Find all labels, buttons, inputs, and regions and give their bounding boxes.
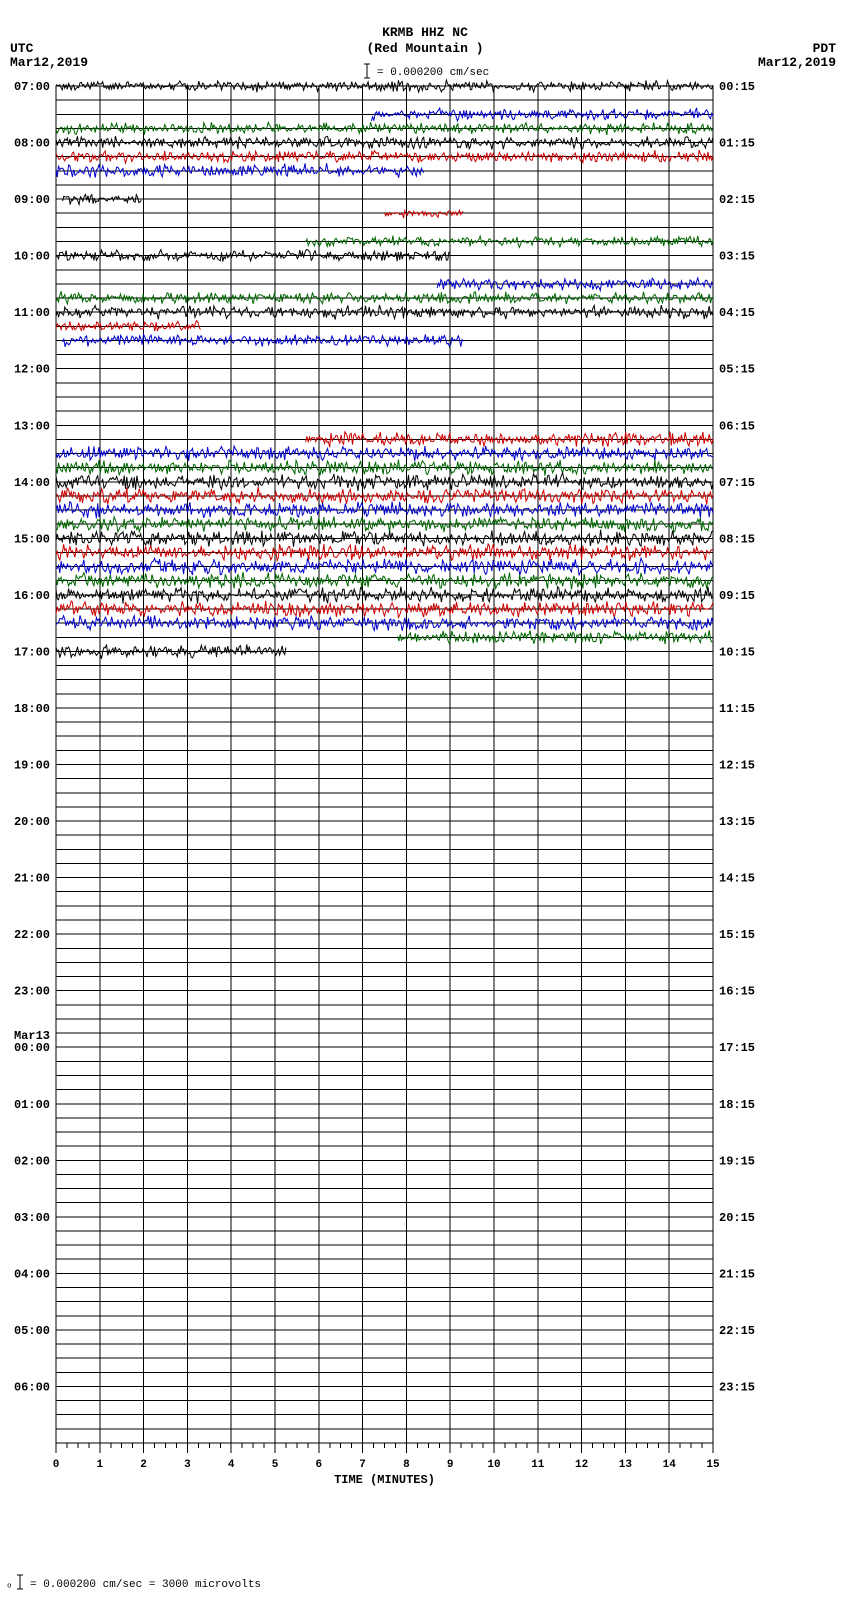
x-tick-label: 14 [663,1459,677,1471]
x-tick-label: 2 [140,1459,147,1471]
footer-line: = 0.000200 cm/sec = 3000 microvolts [30,1579,261,1591]
right-hour-label: 00:15 [719,80,755,94]
left-hour-label: 21:00 [14,872,50,886]
right-hour-label: 02:15 [719,193,755,207]
x-tick-label: 0 [53,1459,60,1471]
x-tick-label: 4 [228,1459,235,1471]
x-tick-label: 11 [531,1459,545,1471]
left-hour-label: 23:00 [14,985,50,999]
x-tick-label: 6 [315,1459,322,1471]
right-hour-label: 17:15 [719,1041,755,1055]
x-tick-label: 15 [706,1459,720,1471]
left-hour-label: 12:00 [14,363,50,377]
left-hour-label: 09:00 [14,193,50,207]
left-date: Mar12,2019 [10,55,88,70]
scale-line: = 0.000200 cm/sec [377,67,489,79]
right-hour-label: 07:15 [719,476,755,490]
right-hour-label: 06:15 [719,419,755,433]
right-hour-label: 10:15 [719,645,755,659]
left-hour-label: 20:00 [14,815,50,829]
left-hour-label: 22:00 [14,928,50,942]
left-hour-label: 00:00 [14,1041,50,1055]
seismic-trace [56,516,713,533]
x-tick-label: 10 [487,1459,500,1471]
right-hour-label: 04:15 [719,306,755,320]
x-tick-label: 9 [447,1459,454,1471]
right-hour-label: 19:15 [719,1154,755,1168]
seismic-trace [385,210,464,218]
left-hour-label: 11:00 [14,306,50,320]
x-axis-label: TIME (MINUTES) [334,1473,435,1487]
x-tick-label: 1 [96,1459,103,1471]
x-tick-label: 8 [403,1459,410,1471]
seismic-trace [398,630,713,644]
left-hour-label: 19:00 [14,759,50,773]
x-tick-label: 5 [272,1459,279,1471]
x-tick-label: 7 [359,1459,366,1471]
left-hour-label: 06:00 [14,1380,50,1394]
right-hour-label: 08:15 [719,532,755,546]
right-hour-label: 16:15 [719,985,755,999]
left-hour-label: 04:00 [14,1267,50,1281]
left-hour-label: 03:00 [14,1211,50,1225]
left-hour-label: 14:00 [14,476,50,490]
left-hour-label: 13:00 [14,419,50,433]
left-hour-label: 15:00 [14,532,50,546]
right-hour-label: 23:15 [719,1380,755,1394]
right-hour-label: 01:15 [719,137,755,151]
right-hour-label: 21:15 [719,1267,755,1281]
left-hour-label: 18:00 [14,702,50,716]
left-hour-label: 10:00 [14,250,50,264]
right-tz: PDT [813,41,837,56]
left-hour-label: 07:00 [14,80,50,94]
right-hour-label: 22:15 [719,1324,755,1338]
right-hour-label: 09:15 [719,589,755,603]
x-tick-label: 12 [575,1459,588,1471]
right-hour-label: 13:15 [719,815,755,829]
x-tick-label: 13 [619,1459,633,1471]
left-tz: UTC [10,41,34,56]
right-hour-label: 15:15 [719,928,755,942]
right-date: Mar12,2019 [758,55,836,70]
station-line: KRMB HHZ NC [382,25,468,40]
left-hour-label: 08:00 [14,137,50,151]
left-hour-label: 02:00 [14,1154,50,1168]
left-hour-label: 05:00 [14,1324,50,1338]
right-hour-label: 20:15 [719,1211,755,1225]
right-hour-label: 11:15 [719,702,755,716]
right-hour-label: 12:15 [719,759,755,773]
right-hour-label: 18:15 [719,1098,755,1112]
location-line: (Red Mountain ) [366,41,483,56]
left-hour-label: 16:00 [14,589,50,603]
left-hour-label: 01:00 [14,1098,50,1112]
left-hour-label: 17:00 [14,645,50,659]
right-hour-label: 14:15 [719,872,755,886]
right-hour-label: 03:15 [719,250,755,264]
right-hour-label: 05:15 [719,363,755,377]
x-tick-label: 3 [184,1459,191,1471]
svg-text:ₒ: ₒ [6,1579,13,1591]
